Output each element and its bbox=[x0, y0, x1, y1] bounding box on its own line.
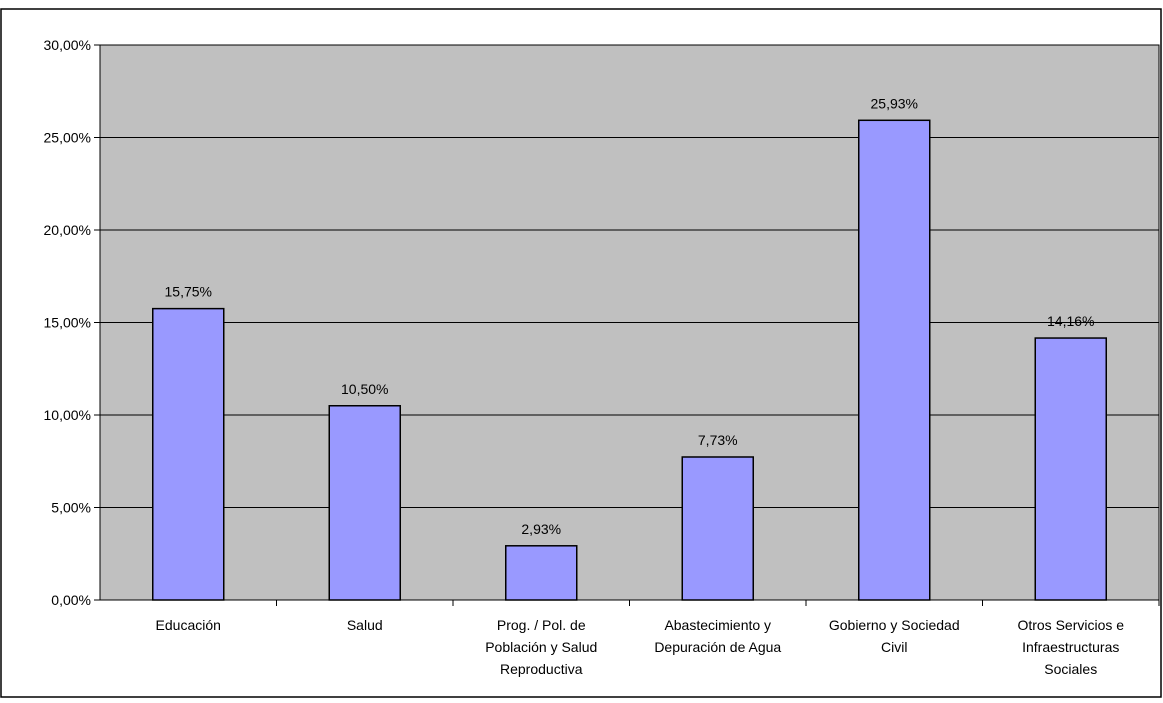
data-label: 2,93% bbox=[521, 521, 561, 537]
category-label: Civil bbox=[881, 639, 907, 655]
data-label: 15,75% bbox=[165, 284, 212, 300]
y-tick-label: 0,00% bbox=[51, 592, 91, 608]
category-label: Educación bbox=[156, 617, 221, 633]
data-label: 10,50% bbox=[341, 381, 388, 397]
axes bbox=[94, 44, 1160, 606]
bar bbox=[328, 405, 401, 601]
bar bbox=[858, 119, 931, 601]
category-label: Gobierno y Sociedad bbox=[829, 617, 960, 633]
data-label: 7,73% bbox=[698, 432, 738, 448]
category-label: Abastecimiento y bbox=[664, 617, 771, 633]
category-label: Infraestructuras bbox=[1022, 639, 1119, 655]
y-tick-label: 25,00% bbox=[44, 130, 91, 146]
category-label: Prog. / Pol. de bbox=[497, 617, 586, 633]
bar bbox=[152, 307, 225, 601]
category-label: Depuración de Agua bbox=[654, 639, 781, 655]
category-label: Otros Servicios e bbox=[1017, 617, 1124, 633]
data-label: 25,93% bbox=[871, 95, 918, 111]
bar bbox=[681, 456, 754, 601]
labels: 0,00% 5,00% 10,00% 15,00% 20,00% 25,00% 30,00%… bbox=[44, 37, 1125, 677]
y-tick-label: 15,00% bbox=[44, 315, 91, 331]
y-tick-label: 10,00% bbox=[44, 407, 91, 423]
y-tick-label: 30,00% bbox=[44, 37, 91, 53]
category-label: Reproductiva bbox=[500, 661, 583, 677]
bar bbox=[505, 545, 578, 601]
y-tick-label: 20,00% bbox=[44, 222, 91, 238]
category-label: Sociales bbox=[1044, 661, 1097, 677]
bars bbox=[152, 119, 1107, 601]
category-label: Salud bbox=[347, 617, 383, 633]
category-label: Población y Salud bbox=[485, 639, 597, 655]
y-tick-label: 5,00% bbox=[51, 500, 91, 516]
bar bbox=[1034, 337, 1107, 601]
data-label: 14,16% bbox=[1047, 313, 1094, 329]
gridlines bbox=[100, 137, 1159, 508]
